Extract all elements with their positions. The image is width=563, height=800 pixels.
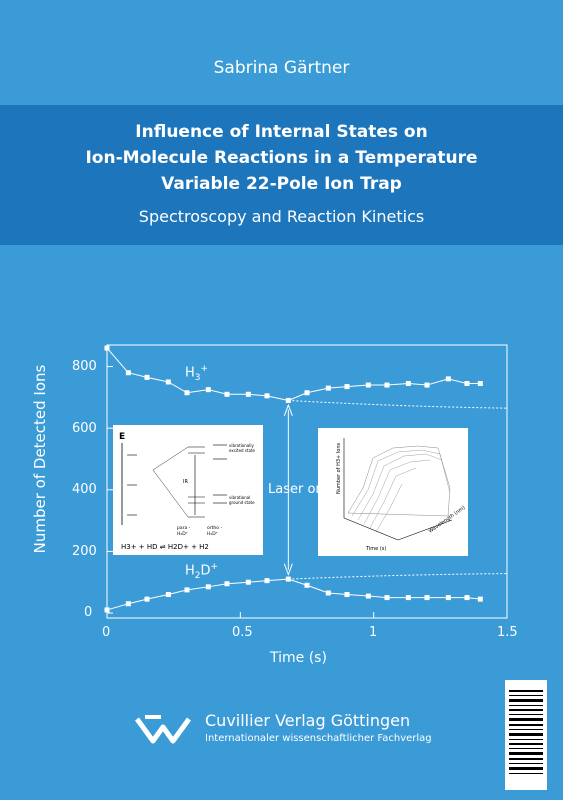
series-label-h2d: H2D+ <box>185 562 219 581</box>
title-band: Influence of Internal States on Ion-Mole… <box>0 105 563 245</box>
data-point-h2d <box>325 590 331 596</box>
energy-axis-label: E <box>119 432 125 442</box>
data-point-h3 <box>125 370 131 376</box>
fit-curve <box>106 578 481 611</box>
y-tick-600: 600 <box>72 421 97 436</box>
data-point-h2d <box>144 596 150 602</box>
data-point-h2d <box>245 579 251 585</box>
data-point-h3 <box>304 390 310 396</box>
data-point-h2d <box>445 595 451 601</box>
data-point-h3 <box>104 345 110 351</box>
data-point-h2d <box>384 595 390 601</box>
barcode-icon <box>505 680 547 790</box>
data-point-h2d <box>205 584 211 590</box>
y-tick-200: 200 <box>72 544 97 559</box>
y-axis-label: Number of Detected Ions <box>31 364 49 554</box>
series-label-h3: H3+ <box>185 364 209 383</box>
inset-z-label: Wavelength (nm) <box>428 505 467 535</box>
y-tick-400: 400 <box>72 482 97 497</box>
data-point-h2d <box>405 595 411 601</box>
data-point-h3 <box>344 384 350 390</box>
data-point-h3 <box>464 381 470 387</box>
data-point-h3 <box>245 391 251 397</box>
plot-frame <box>106 344 508 619</box>
svg-text:ground state: ground state <box>229 500 255 505</box>
data-point-h3 <box>264 393 270 399</box>
ir-label: IR <box>183 479 188 485</box>
data-point-h2d <box>184 587 190 593</box>
para-label: para - <box>177 525 191 531</box>
x-tick-1.5: 1.5 <box>497 625 518 640</box>
reaction-formula: H3+ + HD ⇌ H2D+ + H2 <box>121 543 209 551</box>
svg-text:H₂D⁺: H₂D⁺ <box>207 531 219 537</box>
extrapolation-h3 <box>288 399 508 409</box>
data-point-h3 <box>165 379 171 385</box>
data-point-h3 <box>384 382 390 388</box>
publisher-block: Cuvillier Verlag Göttingen International… <box>133 705 463 755</box>
data-point-h3 <box>325 385 331 391</box>
author-name: Sabrina Gärtner <box>213 58 350 78</box>
data-point-h3 <box>445 376 451 382</box>
arrow-head-down <box>283 563 293 576</box>
x-axis-label: Time (s) <box>270 650 327 666</box>
excited-state-label: vibrationally <box>229 443 254 448</box>
svg-text:H₂D⁺: H₂D⁺ <box>177 531 189 537</box>
ortho-label: ortho - <box>207 525 222 531</box>
data-point-h3 <box>224 391 230 397</box>
data-point-h3 <box>424 382 430 388</box>
surface-plot-inset: Number of H3+ Ions Time (s) Wavelength (… <box>318 428 468 556</box>
data-point-h2d <box>125 601 131 607</box>
publisher-name: Cuvillier Verlag Göttingen <box>205 711 411 730</box>
y-tick-800: 800 <box>72 359 97 374</box>
extrapolation-h2d <box>288 573 508 580</box>
data-point-h3 <box>184 390 190 396</box>
y-tick-0: 0 <box>84 605 93 620</box>
energy-level-inset: E IR vibrationally excited state vibrati… <box>113 425 263 555</box>
x-tick-0: 0 <box>102 625 111 640</box>
ground-state-label: vibrational <box>229 495 250 500</box>
energy-level-diagram: E IR vibrationally excited state vibrati… <box>119 432 256 551</box>
data-point-h2d <box>104 607 110 613</box>
svg-text:excited state: excited state <box>229 448 256 453</box>
data-point-h3 <box>285 397 291 403</box>
data-point-h2d <box>304 582 310 588</box>
inset-y-label: Number of H3+ Ions <box>336 442 342 494</box>
data-point-h2d <box>344 592 350 598</box>
data-point-h3 <box>205 387 211 393</box>
data-point-h3 <box>477 381 483 387</box>
data-point-h2d <box>165 592 171 598</box>
data-point-h2d <box>477 596 483 602</box>
fit-curve <box>106 347 481 401</box>
cuvillier-logo-icon <box>134 715 192 744</box>
data-point-h3 <box>144 374 150 380</box>
data-point-h2d <box>464 595 470 601</box>
x-tick-1: 1 <box>369 625 378 640</box>
book-subtitle: Spectroscopy and Reaction Kinetics <box>138 207 425 226</box>
title-line-2: Ion-Molecule Reactions in a Temperature <box>85 148 478 168</box>
publisher-tagline: Internationaler wissenschaftlicher Fachv… <box>205 733 432 744</box>
book-title: Influence of Internal States on Ion-Mole… <box>0 119 563 197</box>
data-point-h3 <box>365 382 371 388</box>
x-tick-0.5: 0.5 <box>232 625 253 640</box>
data-point-h3 <box>405 381 411 387</box>
data-point-h2d <box>424 595 430 601</box>
inset-x-label: Time (s) <box>365 546 386 552</box>
title-line-1: Influence of Internal States on <box>135 122 428 142</box>
laser-on-annotation: Laser on <box>268 482 324 497</box>
data-point-h2d <box>285 576 291 582</box>
data-point-h2d <box>264 578 270 584</box>
arrow-head-up <box>283 403 293 417</box>
title-line-3: Variable 22-Pole Ion Trap <box>161 174 402 194</box>
data-point-h2d <box>365 593 371 599</box>
data-point-h2d <box>224 581 230 587</box>
surface-plot-diagram: Number of H3+ Ions Time (s) Wavelength (… <box>336 438 467 552</box>
